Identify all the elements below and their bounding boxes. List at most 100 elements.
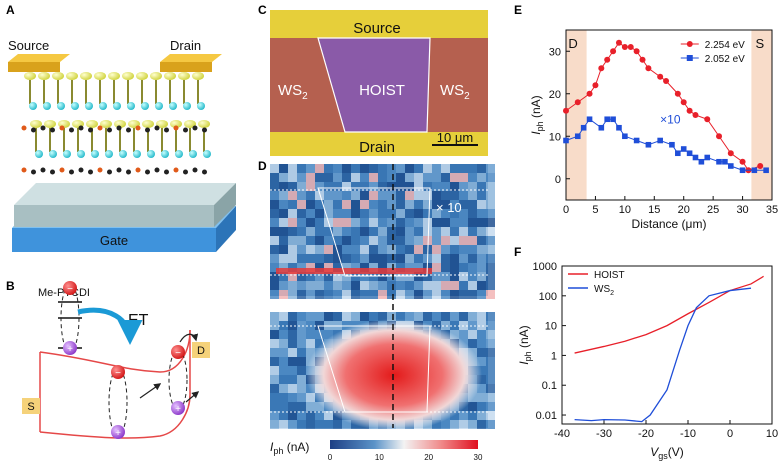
- map-pixel: [468, 254, 477, 263]
- map-pixel: [486, 281, 495, 290]
- map-pixel: [459, 281, 468, 290]
- drain-edge-hotline: [276, 268, 432, 274]
- map-pixel: [333, 236, 342, 245]
- map-pixel: [333, 290, 342, 299]
- map-pixel: [396, 236, 405, 245]
- electron-sign-right: −: [175, 348, 181, 359]
- data-point-e: [604, 56, 611, 63]
- data-point-e: [663, 78, 670, 84]
- map-pixel: [297, 384, 306, 393]
- map-pixel: [351, 191, 360, 200]
- map-pixel: [477, 173, 486, 182]
- map-pixel: [378, 164, 387, 173]
- map-pixel: [306, 173, 315, 182]
- map-pixel: [468, 164, 477, 173]
- map-pixel: [396, 227, 405, 236]
- map-pixel: [486, 254, 495, 263]
- map-pixel: [279, 227, 288, 236]
- map-pixel: [369, 191, 378, 200]
- map-pixel: [288, 384, 297, 393]
- map-pixel: [459, 245, 468, 254]
- map-pixel: [396, 263, 405, 272]
- map-pixel: [441, 227, 450, 236]
- gate-side: [216, 206, 236, 252]
- map-pixel: [360, 227, 369, 236]
- map-pixel: [279, 330, 288, 339]
- c-drain-label: Drain: [359, 139, 395, 156]
- map-pixel: [441, 209, 450, 218]
- headgroup-yellow: [30, 120, 42, 128]
- map-pixel: [414, 227, 423, 236]
- map-pixel: [477, 227, 486, 236]
- map-pixel: [450, 227, 459, 236]
- map-pixel: [414, 173, 423, 182]
- plot-frame-e: [565, 29, 773, 201]
- map-pixel: [324, 236, 333, 245]
- map-pixel: [432, 312, 441, 321]
- panel-d-photocurrent-maps: D × 10 Iph (nA) 0 10 20 30: [258, 159, 495, 462]
- pbi-atom: [78, 125, 84, 131]
- map-pixel: [369, 254, 378, 263]
- x-tick-label-f: -10: [680, 428, 696, 440]
- map-pixel: [486, 402, 495, 411]
- map-pixel: [270, 263, 279, 272]
- headgroup-cyan: [99, 102, 107, 110]
- map-pixel: [477, 254, 486, 263]
- y-tick-label-f: 0.1: [542, 380, 557, 392]
- map-pixel: [396, 281, 405, 290]
- map-pixel: [441, 164, 450, 173]
- map-pixel: [468, 173, 477, 182]
- headgroup-cyan: [169, 102, 177, 110]
- colorbar: [330, 440, 478, 449]
- map-pixel: [441, 321, 450, 330]
- map-pixel: [396, 173, 405, 182]
- map-pixel: [378, 254, 387, 263]
- x-tick-label-e: 35: [766, 204, 778, 216]
- map-pixel: [351, 173, 360, 182]
- data-point-e: [645, 65, 652, 72]
- map-pixel: [405, 218, 414, 227]
- y-axis-label-e: Iph (nA): [529, 95, 545, 134]
- map-pixel: [270, 272, 279, 281]
- map-pixel: [288, 357, 297, 366]
- map-pixel: [288, 236, 297, 245]
- map-pixel: [279, 384, 288, 393]
- map-pixel: [378, 263, 387, 272]
- map-pixel: [378, 312, 387, 321]
- map-pixel: [306, 348, 315, 357]
- pbi-atom: [145, 127, 150, 133]
- map-pixel: [306, 339, 315, 348]
- scale-bar-label: 10 μm: [437, 130, 473, 145]
- data-point-e: [692, 154, 699, 161]
- map-pixel: [333, 227, 342, 236]
- map-pixel: [279, 402, 288, 411]
- map-pixel: [414, 164, 423, 173]
- map-pixel: [315, 200, 324, 209]
- map-pixel: [486, 375, 495, 384]
- c-source-label: Source: [353, 20, 401, 37]
- x-tick-label-f: -40: [554, 428, 570, 440]
- hole-sign-right: +: [175, 404, 181, 415]
- map-pixel: [342, 164, 351, 173]
- data-point-e: [586, 116, 593, 123]
- map-pixel: [360, 245, 369, 254]
- x-tick-label-f: 10: [766, 428, 778, 440]
- map-pixel: [405, 209, 414, 218]
- map-pixel: [441, 272, 450, 281]
- map-pixel: [342, 173, 351, 182]
- map-pixel: [405, 236, 414, 245]
- map-pixel: [360, 312, 369, 321]
- map-pixel: [387, 290, 396, 299]
- map-pixel: [378, 227, 387, 236]
- legend-marker-e: [686, 41, 693, 47]
- x-tick-label-e: 10: [619, 204, 631, 216]
- map-pixel: [450, 236, 459, 245]
- pbi-atom: [126, 169, 131, 175]
- map-pixel: [297, 290, 306, 299]
- map-pixel: [315, 411, 324, 420]
- map-pixel: [477, 393, 486, 402]
- headgroup-cyan: [43, 102, 51, 110]
- data-point-e: [680, 99, 687, 106]
- hole-particle: [63, 341, 77, 355]
